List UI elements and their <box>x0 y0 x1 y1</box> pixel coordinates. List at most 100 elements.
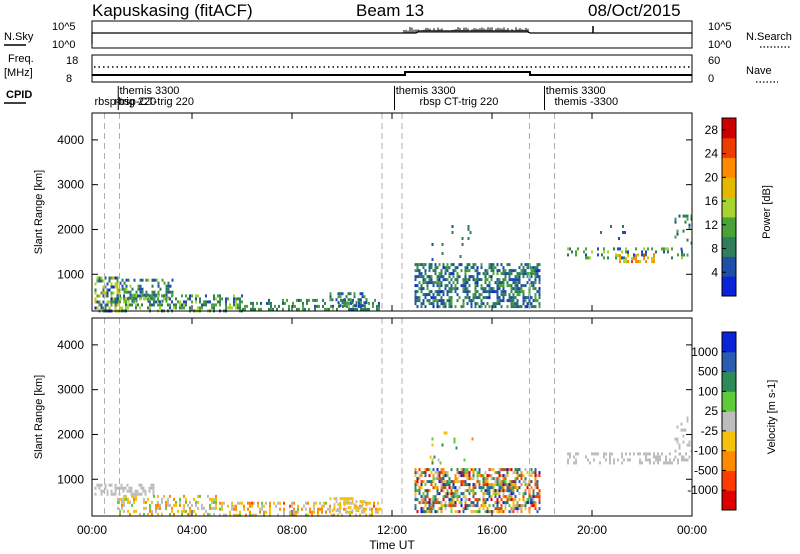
range-gate-cell <box>621 452 623 456</box>
range-gate-cell <box>249 504 251 508</box>
range-gate-cell <box>152 486 155 490</box>
range-gate-cell <box>486 272 489 276</box>
range-gate-cell <box>235 507 237 511</box>
range-gate-cell <box>211 497 213 501</box>
range-gate-cell <box>637 260 639 264</box>
range-gate-cell <box>181 509 183 513</box>
range-gate-cell <box>674 235 677 239</box>
range-gate-cell <box>416 305 419 309</box>
range-gate-cell <box>289 510 291 514</box>
range-gate-cell <box>569 455 571 459</box>
range-gate-cell <box>351 500 354 504</box>
range-gate-cell <box>432 498 435 502</box>
range-gate-cell <box>434 498 437 502</box>
range-gate-cell <box>268 301 270 305</box>
range-gate-cell <box>508 278 511 282</box>
range-gate-cell <box>653 455 655 459</box>
range-gate-cell <box>329 295 332 299</box>
range-gate-cell <box>350 307 352 311</box>
range-gate-cell <box>259 507 261 511</box>
range-gate-cell <box>428 299 431 303</box>
range-gate-cell <box>506 299 509 303</box>
range-gate-cell <box>261 501 263 505</box>
range-gate-cell <box>464 275 467 279</box>
range-gate-cell <box>464 269 467 273</box>
range-gate-cell <box>506 272 509 276</box>
range-gate-cell <box>133 278 136 282</box>
range-gate-cell <box>480 486 483 490</box>
range-gate-cell <box>274 304 276 308</box>
range-gate-cell <box>466 296 469 300</box>
range-gate-cell <box>420 498 423 502</box>
range-gate-cell <box>498 486 501 490</box>
range-gate-cell <box>448 483 451 487</box>
range-gate-cell <box>205 300 207 304</box>
range-gate-cell <box>657 452 659 456</box>
range-gate-cell <box>102 306 105 310</box>
range-gate-cell <box>123 294 125 298</box>
range-gate-cell <box>448 281 451 285</box>
range-gate-cell <box>225 297 227 301</box>
range-gate-cell <box>171 290 174 294</box>
range-gate-cell <box>484 492 487 496</box>
range-gate-cell <box>239 297 241 301</box>
range-gate-cell <box>133 494 135 498</box>
range-gate-cell <box>516 281 519 285</box>
range-gate-cell <box>104 306 107 310</box>
range-gate-cell <box>143 506 145 510</box>
range-gate-cell <box>534 305 537 309</box>
range-gate-cell <box>454 480 457 484</box>
range-gate-cell <box>414 483 417 487</box>
range-gate-cell <box>488 510 491 514</box>
range-gate-cell <box>466 281 469 285</box>
range-gate-cell <box>440 275 443 279</box>
range-gate-cell <box>418 296 421 300</box>
range-gate-cell <box>478 471 481 475</box>
range-gate-cell <box>450 492 453 496</box>
range-gate-cell <box>249 501 251 505</box>
range-gate-cell <box>276 307 278 311</box>
range-gate-cell <box>434 266 437 270</box>
range-gate-cell <box>518 468 521 472</box>
range-gate-cell <box>213 297 215 301</box>
range-gate-cell <box>414 489 417 493</box>
range-gate-cell <box>173 303 175 307</box>
range-gate-cell <box>476 269 479 273</box>
range-gate-cell <box>126 483 129 487</box>
range-gate-cell <box>454 290 457 294</box>
range-gate-cell <box>536 495 539 499</box>
range-gate-cell <box>329 504 331 508</box>
range-gate-cell <box>288 307 290 311</box>
range-gate-cell <box>591 250 593 254</box>
range-gate-cell <box>305 513 307 517</box>
colorbar-tick-label: 500 <box>698 365 718 379</box>
range-gate-cell <box>532 299 535 303</box>
range-gate-cell <box>468 284 471 288</box>
range-gate-cell <box>98 483 101 487</box>
range-gate-cell <box>257 501 259 505</box>
range-gate-cell <box>589 256 591 260</box>
range-gate-cell <box>364 307 366 311</box>
range-gate-cell <box>681 455 683 459</box>
range-gate-cell <box>482 486 485 490</box>
range-gate-cell <box>643 254 645 258</box>
range-gate-cell <box>313 504 315 508</box>
range-gate-cell <box>464 287 467 291</box>
range-gate-cell <box>270 307 272 311</box>
range-gate-cell <box>368 307 370 311</box>
range-gate-cell <box>131 294 133 298</box>
freq-right-tick-top: 60 <box>708 55 720 67</box>
range-gate-cell <box>470 266 473 270</box>
range-gate-cell <box>520 284 523 288</box>
range-gate-cell <box>420 501 423 505</box>
range-gate-cell <box>678 452 681 456</box>
range-gate-cell <box>367 501 369 505</box>
range-gate-cell <box>466 302 469 306</box>
range-gate-cell <box>486 498 489 502</box>
range-gate-cell <box>609 452 611 456</box>
range-gate-cell <box>282 307 284 311</box>
range-gate-cell <box>127 497 129 501</box>
range-gate-cell <box>494 480 497 484</box>
range-gate-cell <box>502 489 505 493</box>
range-gate-cell <box>518 507 521 511</box>
